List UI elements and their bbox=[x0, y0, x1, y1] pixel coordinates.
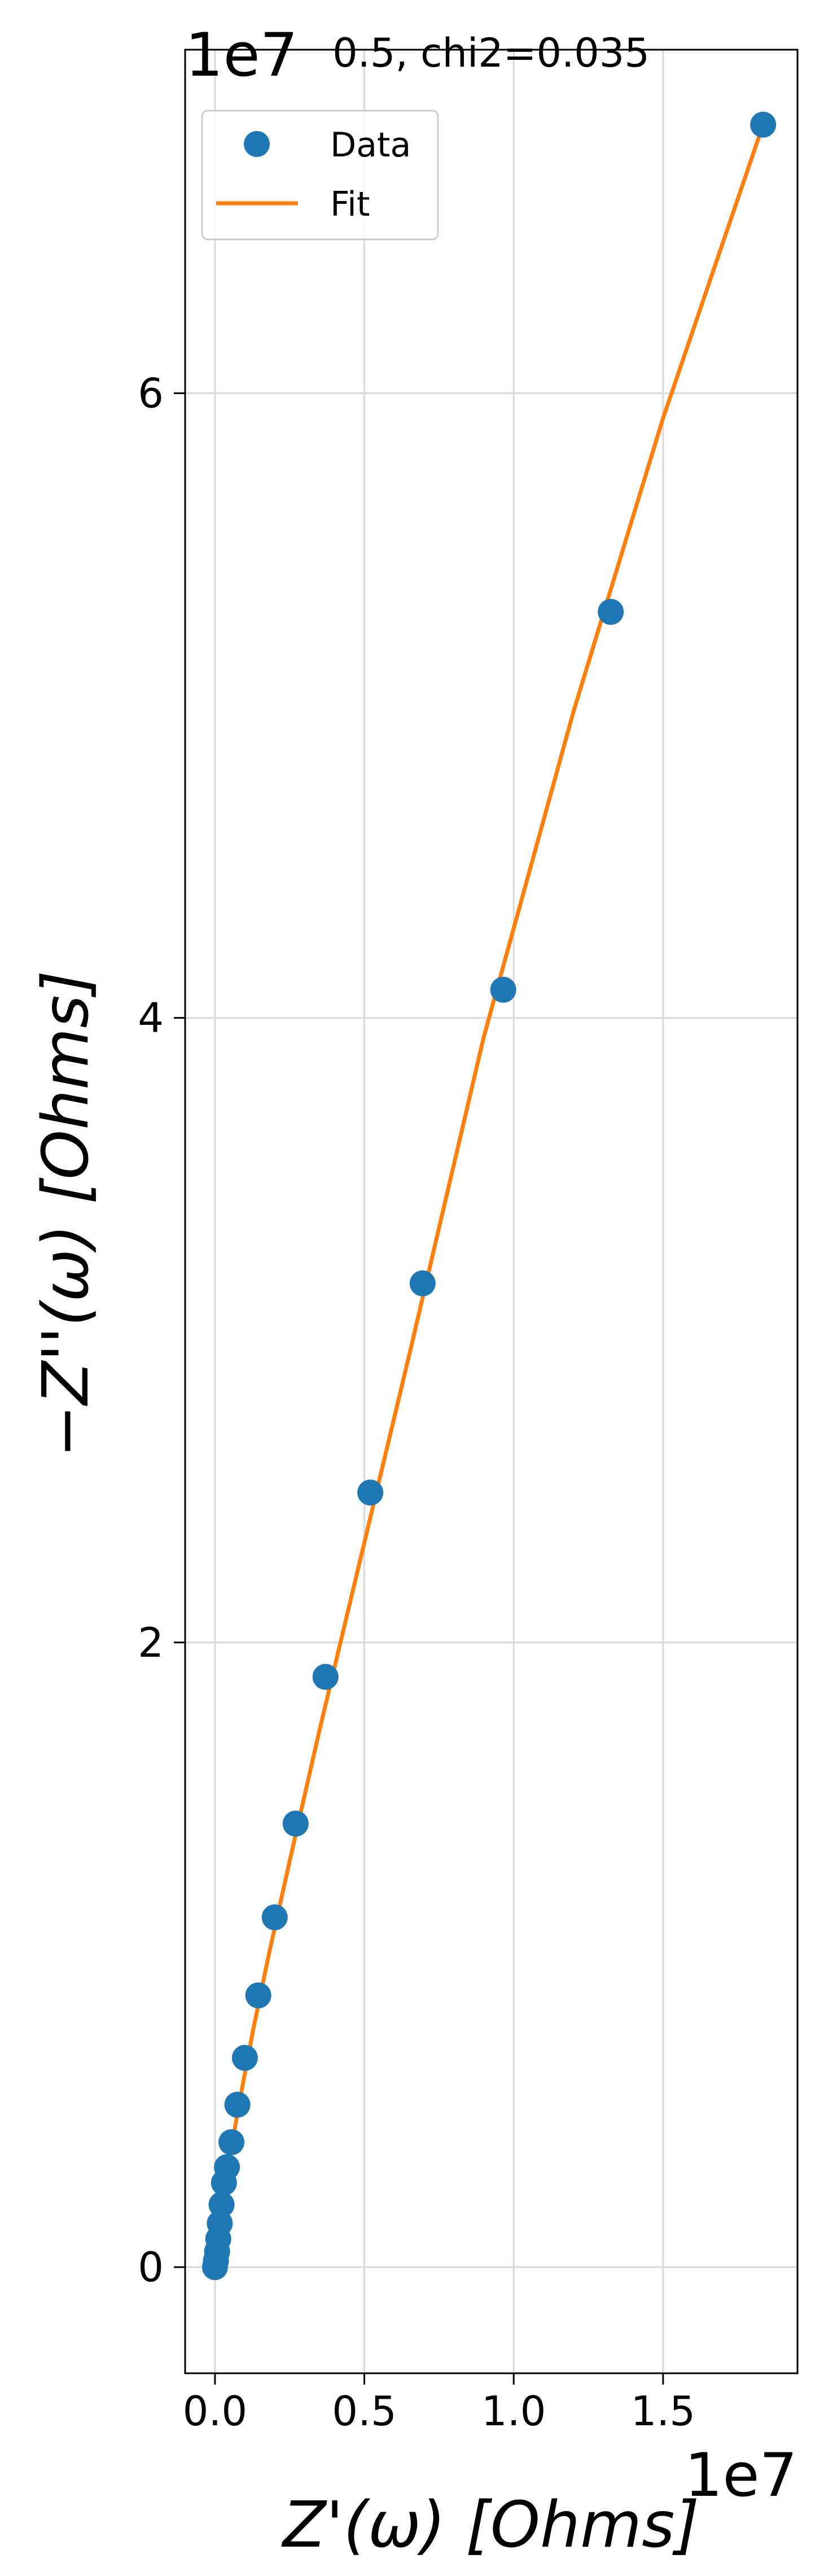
y-tick-label: 0 bbox=[138, 2243, 164, 2291]
x-offset-text: 1e7 bbox=[685, 2440, 797, 2510]
x-tick-label: 1.0 bbox=[481, 2387, 546, 2435]
grid-lines bbox=[185, 50, 797, 2373]
y-axis-label: −Z''(ω) [Ohms] bbox=[29, 971, 103, 1458]
y-offset-text: 1e7 bbox=[185, 20, 298, 90]
data-point bbox=[282, 1810, 309, 1837]
data-point bbox=[218, 2129, 245, 2155]
legend-fit-label: Fit bbox=[330, 185, 370, 224]
data-point bbox=[490, 976, 516, 1003]
tick-marks: 0.0 0.5 1.0 1.5 0 2 4 6 bbox=[138, 369, 695, 2435]
y-tick-label: 6 bbox=[138, 369, 164, 417]
data-point bbox=[409, 1270, 436, 1296]
data-point bbox=[598, 599, 624, 625]
x-tick-label: 0.0 bbox=[183, 2387, 248, 2435]
x-tick-label: 0.5 bbox=[332, 2387, 397, 2435]
y-tick-label: 2 bbox=[138, 1619, 164, 1666]
legend: Data Fit bbox=[201, 110, 439, 241]
x-axis-label: Z'(ω) [Ohms] bbox=[281, 2488, 699, 2562]
data-point bbox=[207, 2210, 233, 2237]
data-series bbox=[201, 111, 777, 2280]
legend-data-marker bbox=[244, 131, 270, 157]
x-tick-label: 1.5 bbox=[631, 2387, 696, 2435]
legend-data-label: Data bbox=[330, 125, 411, 165]
y-tick-label: 4 bbox=[138, 994, 164, 1042]
data-point bbox=[245, 1982, 271, 2009]
chart-title: 0.5, chi2=0.035 bbox=[332, 30, 650, 76]
data-point bbox=[231, 2045, 258, 2071]
data-point bbox=[224, 2092, 251, 2118]
data-point bbox=[208, 2191, 235, 2218]
data-point bbox=[261, 1904, 288, 1931]
data-point bbox=[750, 111, 777, 138]
data-point bbox=[214, 2154, 240, 2180]
axes-frame bbox=[184, 49, 799, 2374]
data-point bbox=[312, 1664, 339, 1690]
data-point bbox=[357, 1479, 384, 1506]
